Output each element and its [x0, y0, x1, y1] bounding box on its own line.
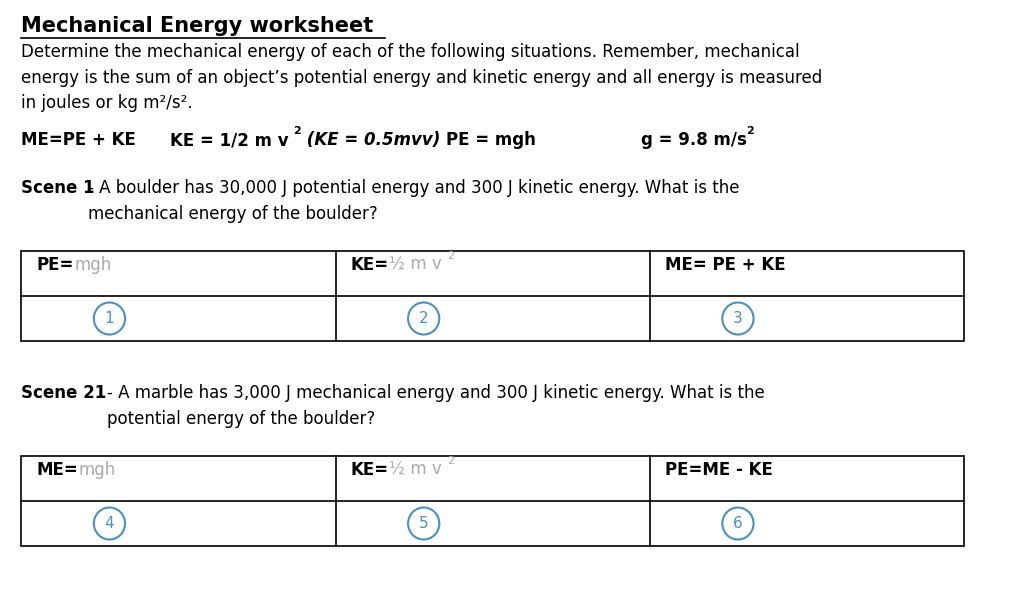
- Text: g = 9.8 m/s: g = 9.8 m/s: [641, 131, 748, 149]
- Text: PE=ME - KE: PE=ME - KE: [665, 461, 772, 479]
- Text: ME=: ME=: [36, 461, 78, 479]
- Text: 4: 4: [104, 516, 115, 531]
- Text: ME= PE + KE: ME= PE + KE: [665, 256, 785, 274]
- Text: mgh: mgh: [74, 256, 112, 274]
- Text: Scene 21: Scene 21: [22, 384, 106, 402]
- Text: ½ m v: ½ m v: [389, 256, 442, 274]
- Text: KE=: KE=: [350, 461, 388, 479]
- Text: Scene 1: Scene 1: [22, 179, 95, 197]
- Text: - A boulder has 30,000 J potential energy and 300 J kinetic energy. What is the
: - A boulder has 30,000 J potential energ…: [88, 179, 739, 222]
- Text: mgh: mgh: [78, 461, 116, 479]
- Text: 2: 2: [419, 311, 428, 326]
- Text: 1: 1: [104, 311, 115, 326]
- Text: ME=PE + KE: ME=PE + KE: [22, 131, 136, 149]
- Text: KE = 1/2 m v: KE = 1/2 m v: [170, 131, 289, 149]
- Bar: [22, 251, 965, 341]
- Text: 2: 2: [446, 456, 454, 466]
- Text: 6: 6: [733, 516, 742, 531]
- Text: Determine the mechanical energy of each of the following situations. Remember, m: Determine the mechanical energy of each …: [22, 43, 822, 112]
- Text: 5: 5: [419, 516, 428, 531]
- Bar: [22, 456, 965, 546]
- Text: Mechanical Energy worksheet: Mechanical Energy worksheet: [22, 16, 374, 36]
- Text: 2: 2: [746, 125, 755, 136]
- Text: 2: 2: [446, 251, 454, 261]
- Text: 2: 2: [293, 125, 300, 136]
- Text: PE = mgh: PE = mgh: [446, 131, 536, 149]
- Text: ½ m v: ½ m v: [389, 461, 442, 479]
- Text: 3: 3: [733, 311, 742, 326]
- Text: KE=: KE=: [350, 256, 388, 274]
- Text: - A marble has 3,000 J mechanical energy and 300 J kinetic energy. What is the
p: - A marble has 3,000 J mechanical energy…: [108, 384, 765, 428]
- Text: PE=: PE=: [36, 256, 74, 274]
- Text: (KE = 0.5mvv): (KE = 0.5mvv): [301, 131, 440, 149]
